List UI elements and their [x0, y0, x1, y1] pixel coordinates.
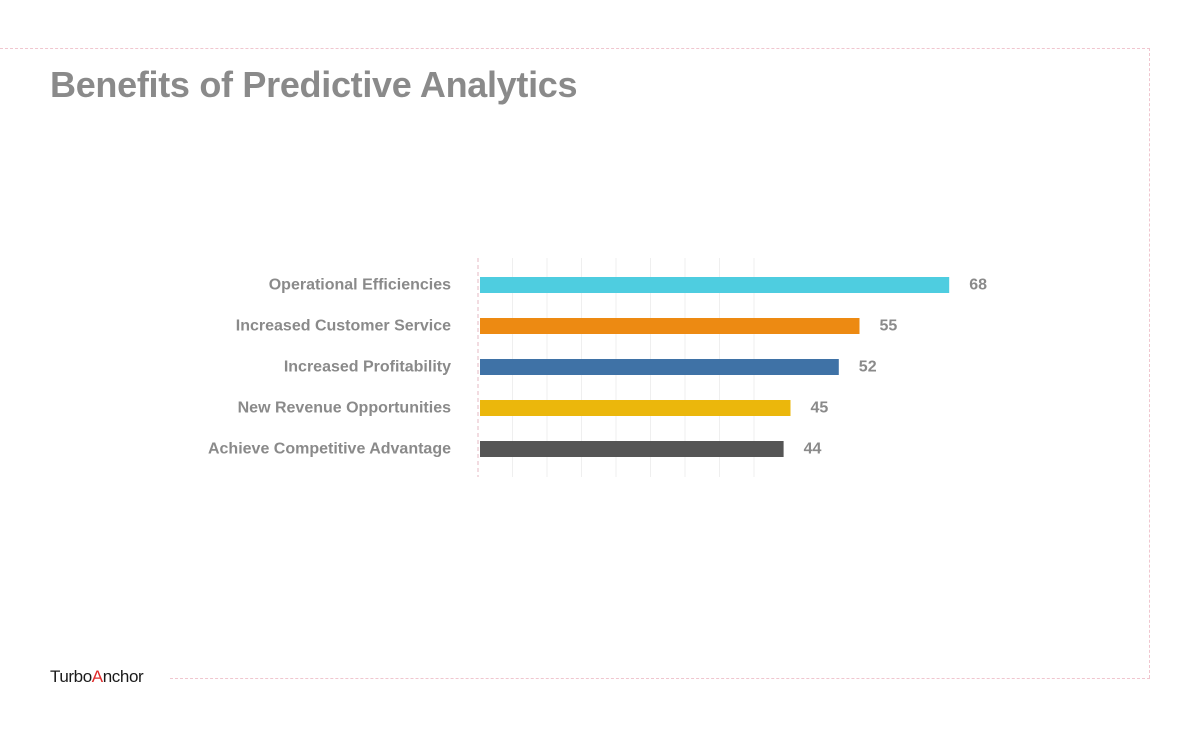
frame-right-border — [1149, 48, 1150, 678]
category-label: Increased Profitability — [284, 359, 451, 376]
frame-bottom-border — [170, 678, 1150, 679]
bar — [480, 400, 791, 416]
logo-accent-letter: A — [91, 667, 103, 686]
data-label: 45 — [811, 400, 829, 417]
category-label: Operational Efficiencies — [269, 277, 451, 294]
bar — [480, 277, 950, 293]
bar — [480, 359, 839, 375]
data-label: 55 — [880, 318, 898, 335]
data-label: 52 — [859, 359, 877, 376]
logo-part-1: Turbo — [50, 667, 92, 686]
logo-part-2: nchor — [102, 667, 144, 686]
bar — [480, 441, 784, 457]
category-label: New Revenue Opportunities — [238, 400, 451, 417]
frame-top-border — [0, 48, 1150, 49]
bar — [480, 318, 860, 334]
category-label: Increased Customer Service — [236, 318, 451, 335]
chart-title: Benefits of Predictive Analytics — [50, 64, 578, 105]
category-label: Achieve Competitive Advantage — [208, 441, 451, 458]
brand-logo: TurboAnchor — [50, 667, 144, 687]
data-label: 44 — [804, 441, 822, 458]
data-label: 68 — [969, 277, 987, 294]
